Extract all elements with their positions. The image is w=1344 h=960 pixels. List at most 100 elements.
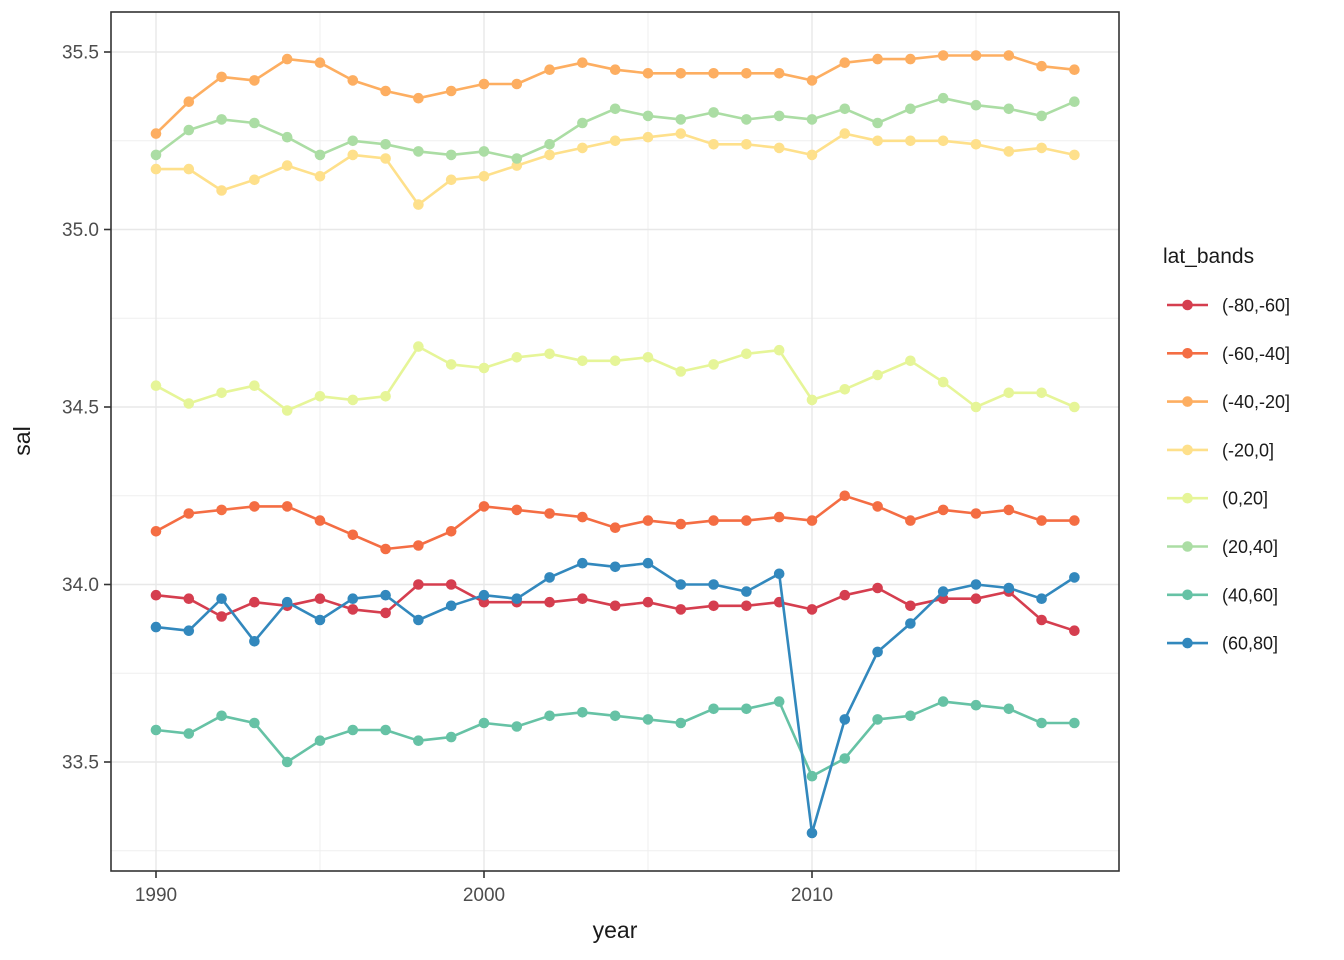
data-point bbox=[905, 103, 916, 115]
data-point bbox=[1036, 60, 1047, 72]
y-tick-label: 34.0 bbox=[62, 575, 99, 596]
data-point bbox=[741, 348, 752, 360]
data-point bbox=[609, 135, 621, 147]
data-point bbox=[413, 540, 424, 551]
data-point bbox=[708, 600, 719, 612]
data-point bbox=[1003, 703, 1015, 715]
data-point bbox=[806, 149, 818, 161]
legend: lat_bands (-80,-60] (-60,-40] (-40,-20] (-2… bbox=[1163, 245, 1290, 654]
data-point bbox=[380, 85, 391, 97]
data-point bbox=[183, 124, 195, 136]
data-point bbox=[314, 171, 326, 182]
legend-entry: (-20,0] bbox=[1167, 440, 1274, 460]
data-point bbox=[577, 593, 588, 604]
data-point bbox=[970, 508, 982, 519]
data-point bbox=[708, 703, 719, 715]
data-point bbox=[708, 515, 719, 526]
data-point bbox=[1069, 401, 1080, 413]
plot-panel bbox=[111, 12, 1119, 871]
data-point bbox=[1036, 593, 1047, 604]
data-point bbox=[872, 582, 883, 594]
data-point bbox=[1069, 96, 1080, 107]
data-point bbox=[478, 362, 490, 374]
data-point bbox=[609, 355, 621, 367]
data-point bbox=[314, 57, 326, 68]
data-point bbox=[741, 515, 752, 526]
data-point bbox=[150, 724, 162, 736]
data-point bbox=[216, 185, 227, 196]
data-point bbox=[249, 75, 260, 86]
data-point bbox=[741, 114, 752, 125]
data-point bbox=[150, 589, 162, 601]
data-point bbox=[609, 561, 621, 573]
data-point bbox=[1069, 625, 1080, 636]
legend-entry-label: (60,80] bbox=[1222, 634, 1278, 654]
data-point bbox=[1036, 717, 1047, 729]
data-point bbox=[937, 376, 949, 388]
data-point bbox=[609, 522, 621, 533]
data-point bbox=[511, 593, 523, 604]
data-point bbox=[577, 57, 588, 68]
data-point bbox=[445, 85, 457, 97]
legend-entry: (-60,-40] bbox=[1167, 344, 1290, 364]
data-point bbox=[872, 369, 883, 381]
data-point bbox=[773, 344, 785, 356]
data-point bbox=[609, 710, 621, 722]
data-point bbox=[905, 515, 916, 526]
data-point bbox=[905, 710, 916, 722]
data-point bbox=[642, 68, 654, 79]
data-point bbox=[544, 149, 555, 161]
data-point bbox=[577, 117, 588, 129]
data-point bbox=[150, 380, 162, 392]
data-point bbox=[1069, 572, 1080, 583]
data-point bbox=[609, 103, 621, 115]
data-point bbox=[347, 394, 359, 406]
data-point bbox=[413, 735, 424, 746]
data-point bbox=[675, 128, 687, 139]
data-point bbox=[905, 355, 916, 367]
data-point bbox=[380, 153, 391, 164]
data-point bbox=[314, 515, 326, 526]
data-point bbox=[544, 64, 555, 75]
data-point bbox=[1069, 717, 1080, 729]
data-point bbox=[380, 589, 391, 601]
data-point bbox=[970, 593, 982, 604]
data-point bbox=[445, 174, 457, 186]
data-point bbox=[281, 160, 293, 171]
data-point bbox=[445, 526, 457, 537]
data-point bbox=[544, 139, 555, 150]
legend-key-point bbox=[1182, 348, 1193, 359]
data-point bbox=[249, 596, 260, 608]
x-tick-label: 2010 bbox=[791, 885, 833, 906]
data-point bbox=[249, 717, 260, 729]
data-point bbox=[577, 355, 588, 367]
data-point bbox=[741, 68, 752, 79]
data-point bbox=[806, 770, 818, 782]
data-point bbox=[937, 50, 949, 61]
legend-key-point bbox=[1182, 637, 1193, 649]
data-point bbox=[609, 64, 621, 75]
line-series bbox=[150, 696, 1080, 782]
data-point bbox=[675, 579, 687, 590]
data-point bbox=[609, 600, 621, 612]
data-point bbox=[642, 596, 654, 608]
data-point bbox=[970, 699, 982, 711]
data-point bbox=[905, 618, 916, 629]
data-point bbox=[806, 827, 818, 839]
axis-tick-labels: 1990 2000 2010 33.5 34.0 34.5 35.0 35.5 bbox=[62, 43, 833, 907]
data-point bbox=[183, 398, 195, 409]
legend-entry-label: (-60,-40] bbox=[1222, 344, 1290, 364]
data-point bbox=[675, 717, 687, 729]
data-point bbox=[708, 139, 719, 150]
legend-key-point bbox=[1182, 589, 1193, 601]
data-point bbox=[249, 636, 260, 647]
data-point bbox=[183, 508, 195, 519]
data-point bbox=[413, 614, 424, 626]
data-point bbox=[1003, 50, 1015, 61]
data-point bbox=[413, 146, 424, 157]
line-series bbox=[150, 341, 1080, 416]
legend-entry-label: (20,40] bbox=[1222, 537, 1278, 557]
data-point bbox=[1036, 110, 1047, 122]
legend-entry-label: (-80,-60] bbox=[1222, 296, 1290, 316]
